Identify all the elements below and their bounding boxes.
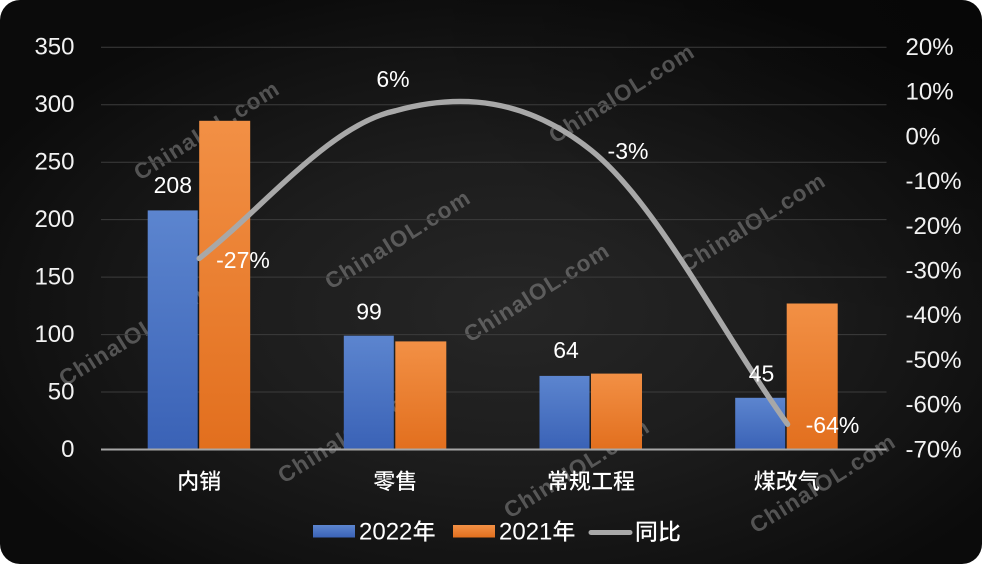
- svg-text:350: 350: [34, 34, 74, 61]
- svg-text:100: 100: [34, 321, 74, 348]
- svg-text:-64%: -64%: [806, 412, 860, 438]
- svg-text:-27%: -27%: [216, 247, 270, 273]
- svg-text:45: 45: [749, 360, 775, 386]
- svg-text:300: 300: [34, 91, 74, 118]
- svg-text:-20%: -20%: [906, 213, 962, 240]
- svg-text:10%: 10%: [906, 79, 954, 106]
- svg-text:150: 150: [34, 264, 74, 291]
- svg-text:2021: 2021: [499, 519, 552, 546]
- svg-text:-60%: -60%: [906, 392, 962, 419]
- svg-text:250: 250: [34, 149, 74, 176]
- svg-text:2022: 2022: [359, 519, 412, 546]
- svg-text:200: 200: [34, 206, 74, 233]
- svg-text:0%: 0%: [906, 123, 941, 150]
- svg-text:0: 0: [61, 436, 74, 463]
- svg-text:50: 50: [48, 378, 75, 405]
- svg-text:6%: 6%: [376, 66, 409, 92]
- svg-text:-30%: -30%: [906, 258, 962, 285]
- svg-text:-40%: -40%: [906, 302, 962, 329]
- svg-text:-50%: -50%: [906, 347, 962, 374]
- svg-text:-10%: -10%: [906, 168, 962, 195]
- svg-text:64: 64: [553, 337, 579, 363]
- svg-text:208: 208: [154, 172, 192, 198]
- svg-text:20%: 20%: [906, 34, 954, 61]
- svg-text:-70%: -70%: [906, 436, 962, 463]
- svg-text:99: 99: [356, 298, 382, 324]
- svg-text:-3%: -3%: [608, 138, 649, 164]
